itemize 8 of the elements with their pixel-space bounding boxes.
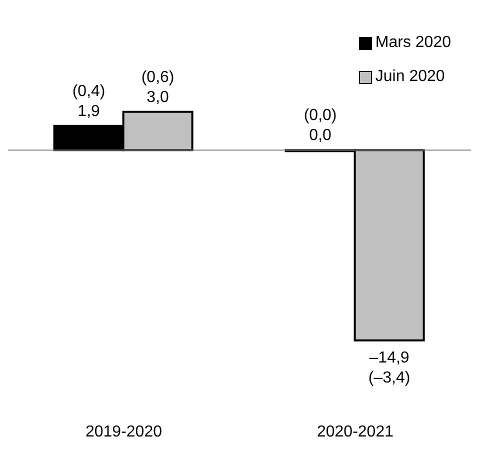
legend-label: Juin 2020 (375, 68, 445, 86)
x-tick-label: 2019-2020 (85, 423, 162, 440)
legend-label: Mars 2020 (375, 34, 451, 52)
data-label: (0,4) 1,9 (72, 82, 106, 120)
data-label: (0,6) 3,0 (141, 68, 174, 106)
data-label: (0,0) 0,0 (304, 107, 337, 144)
x-tick-label: 2020-2021 (316, 423, 394, 440)
data-label: –14,9 (–3,4) (368, 349, 410, 386)
